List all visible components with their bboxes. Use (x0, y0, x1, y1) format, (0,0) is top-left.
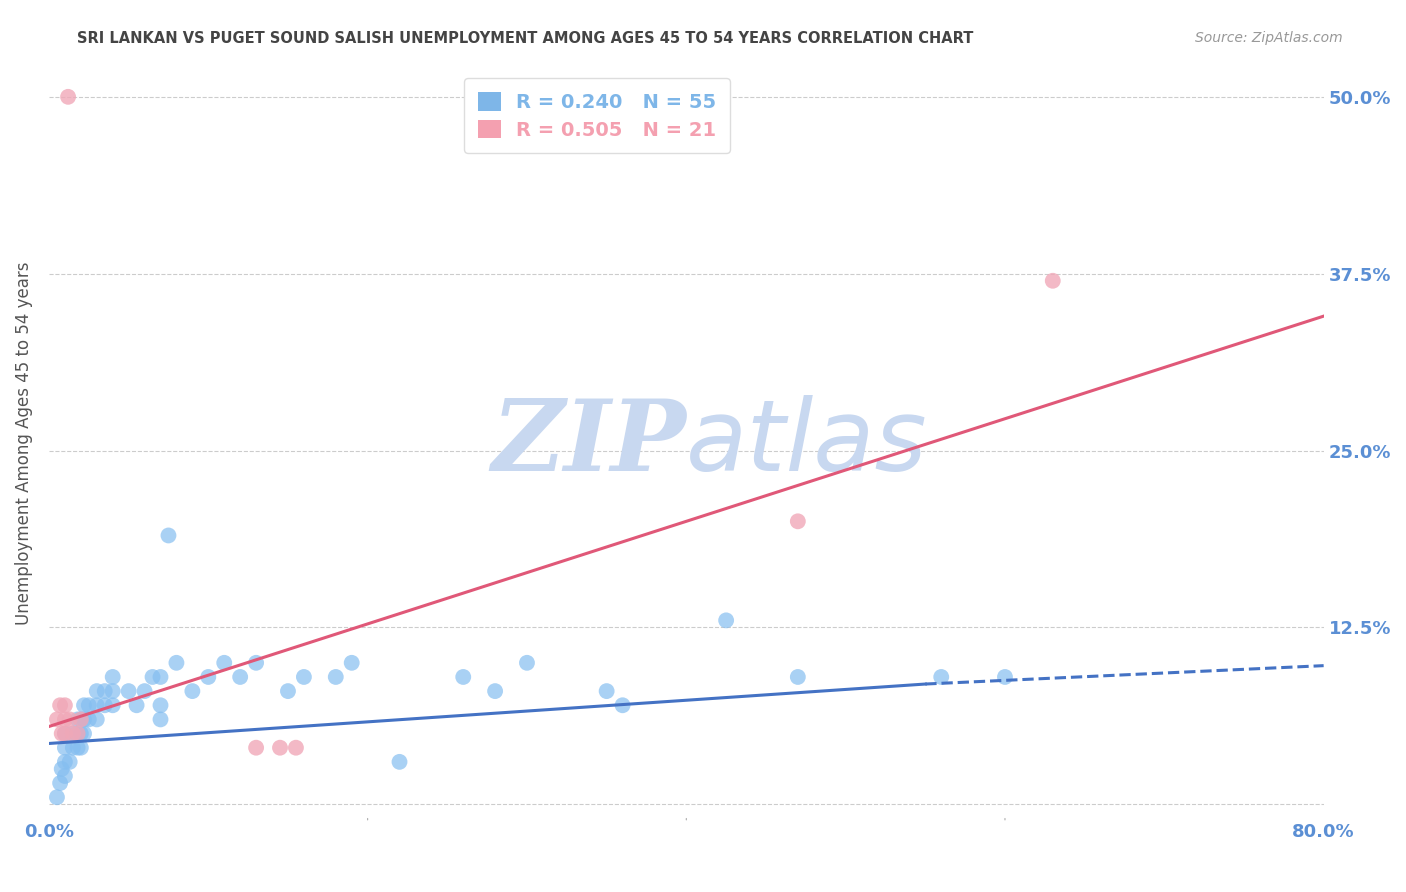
Point (149, 698, 172, 713)
Point (86, 713, 108, 727)
Point (51, 762, 73, 776)
Point (51, 726, 73, 740)
Point (714, 613, 737, 627)
Point (53, 713, 76, 727)
Point (69, 713, 91, 727)
Point (269, 740, 291, 755)
Point (141, 670, 163, 684)
Point (62, 726, 84, 740)
Point (125, 698, 148, 713)
Point (77, 698, 100, 713)
Point (149, 670, 172, 684)
Point (451, 670, 474, 684)
Text: atlas: atlas (686, 395, 928, 492)
Point (388, 755, 411, 769)
Point (325, 670, 347, 684)
Point (66, 740, 89, 755)
Text: SRI LANKAN VS PUGET SOUND SALISH UNEMPLOYMENT AMONG AGES 45 TO 54 YEARS CORRELAT: SRI LANKAN VS PUGET SOUND SALISH UNEMPLO… (77, 31, 974, 46)
Point (165, 656, 187, 670)
Point (1042, 274, 1064, 288)
Point (73, 713, 96, 727)
Point (53, 726, 76, 740)
Point (101, 670, 124, 684)
Point (53, 726, 76, 740)
Point (229, 670, 252, 684)
Point (86, 698, 108, 713)
Y-axis label: Unemployment Among Ages 45 to 54 years: Unemployment Among Ages 45 to 54 years (15, 261, 32, 625)
Text: ZIP: ZIP (491, 395, 686, 491)
Point (93, 698, 115, 713)
Point (62, 740, 84, 755)
Point (53, 755, 76, 769)
Point (93, 684, 115, 698)
Point (292, 670, 315, 684)
Point (157, 528, 180, 542)
Point (929, 670, 952, 684)
Point (101, 684, 124, 698)
Point (277, 684, 299, 698)
Point (69, 740, 91, 755)
Point (59, 713, 82, 727)
Point (49, 776, 72, 790)
Point (340, 656, 363, 670)
Text: Source: ZipAtlas.com: Source: ZipAtlas.com (1195, 31, 1343, 45)
Point (595, 684, 617, 698)
Point (134, 684, 156, 698)
Point (69, 726, 91, 740)
Point (245, 740, 267, 755)
Point (117, 684, 139, 698)
Point (49, 698, 72, 713)
Point (45, 790, 67, 805)
Point (245, 656, 267, 670)
Point (53, 698, 76, 713)
Point (284, 740, 307, 755)
Point (69, 713, 91, 727)
Point (101, 698, 124, 713)
Point (56, 90, 79, 104)
Point (66, 713, 89, 727)
Point (212, 656, 235, 670)
Point (62, 726, 84, 740)
Point (786, 514, 808, 528)
Point (77, 713, 100, 727)
Point (73, 698, 96, 713)
Point (994, 670, 1017, 684)
Point (484, 684, 506, 698)
Point (73, 726, 96, 740)
Point (53, 740, 76, 755)
Point (516, 656, 538, 670)
Point (197, 670, 219, 684)
Point (149, 713, 172, 727)
Point (66, 726, 89, 740)
Point (786, 670, 808, 684)
Point (612, 698, 634, 713)
Point (53, 769, 76, 783)
Point (59, 755, 82, 769)
Point (86, 684, 108, 698)
Point (66, 726, 89, 740)
Point (45, 713, 67, 727)
Point (181, 684, 204, 698)
